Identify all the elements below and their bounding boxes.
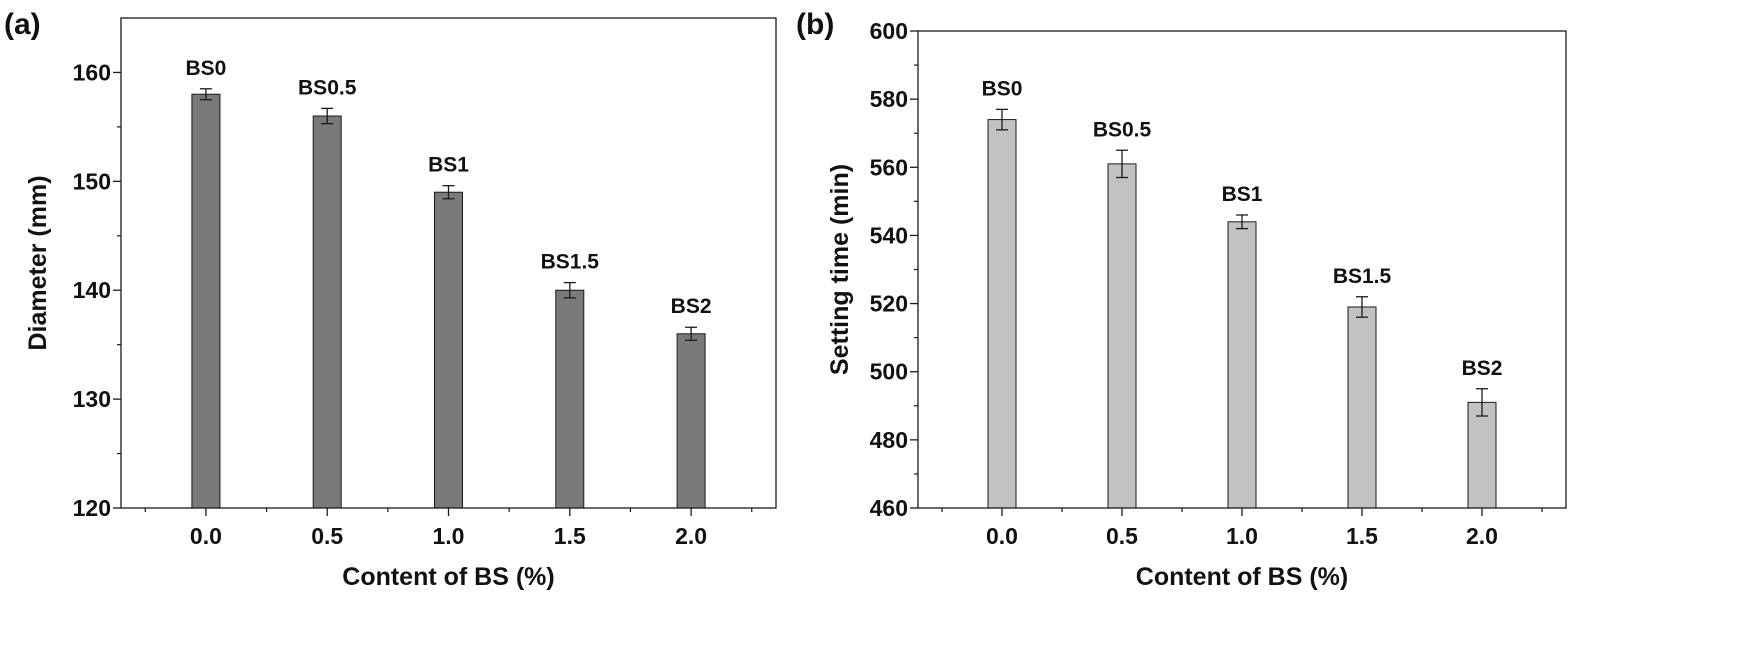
bar-label: BS0.5 xyxy=(1093,118,1152,141)
x-tick-label: 2.0 xyxy=(1466,523,1498,549)
y-tick-label: 160 xyxy=(73,59,111,85)
bar xyxy=(555,289,585,509)
bar xyxy=(312,115,342,509)
y-tick-label: 560 xyxy=(870,154,908,180)
y-tick-label: 140 xyxy=(73,277,111,303)
bar-label: BS1.5 xyxy=(541,251,600,274)
y-axis-title: Setting time (min) xyxy=(826,164,854,375)
y-tick-label: 500 xyxy=(870,359,908,385)
x-tick-label: 0.0 xyxy=(986,523,1018,549)
panel-label: (b) xyxy=(796,8,834,41)
x-tick-label: 1.0 xyxy=(433,523,465,549)
bar xyxy=(1227,221,1257,509)
bar xyxy=(1107,163,1137,509)
y-tick-label: 120 xyxy=(73,495,111,521)
bar-label: BS1 xyxy=(428,154,469,177)
bar xyxy=(1467,401,1497,509)
bar-label: BS1.5 xyxy=(1333,265,1392,288)
chart-panel-b: BS0 BS0.5 BS1 BS1.5 BS2 460 480 500 520 540 560 580… xyxy=(796,8,1567,591)
chart-panel-a: BS0 BS0.5 BS1 BS1.5 BS2 120 130 140 150 160 0.0 0.5… xyxy=(4,8,777,591)
x-tick-label: 0.0 xyxy=(190,523,222,549)
y-tick-label: 480 xyxy=(870,427,908,453)
bar-label: BS0 xyxy=(982,77,1023,100)
x-tick-label: 0.5 xyxy=(311,523,343,549)
bar xyxy=(1347,306,1377,509)
y-tick-label: 580 xyxy=(870,86,908,112)
y-tick-label: 460 xyxy=(870,495,908,521)
bar-label: BS2 xyxy=(671,295,712,318)
bar-label: BS2 xyxy=(1462,357,1503,380)
x-axis-title: Content of BS (%) xyxy=(342,563,554,591)
x-tick-label: 2.0 xyxy=(675,523,707,549)
y-tick-label: 540 xyxy=(870,222,908,248)
x-tick-label: 1.0 xyxy=(1226,523,1258,549)
bar xyxy=(676,333,706,509)
panel-label: (a) xyxy=(4,8,41,41)
bar xyxy=(987,119,1017,509)
y-tick-label: 600 xyxy=(870,18,908,44)
y-axis-title: Diameter (mm) xyxy=(24,175,52,350)
bar-label: BS0 xyxy=(185,57,226,80)
x-tick-label: 0.5 xyxy=(1106,523,1138,549)
bar-label: BS1 xyxy=(1222,183,1263,206)
y-tick-label: 150 xyxy=(73,168,111,194)
x-axis-title: Content of BS (%) xyxy=(1136,563,1348,591)
x-tick-label: 1.5 xyxy=(1346,523,1378,549)
bar xyxy=(191,93,221,509)
bar xyxy=(434,191,463,509)
y-tick-label: 130 xyxy=(73,386,111,412)
bar-label: BS0.5 xyxy=(298,76,357,99)
x-tick-label: 1.5 xyxy=(554,523,586,549)
y-tick-label: 520 xyxy=(870,291,908,317)
